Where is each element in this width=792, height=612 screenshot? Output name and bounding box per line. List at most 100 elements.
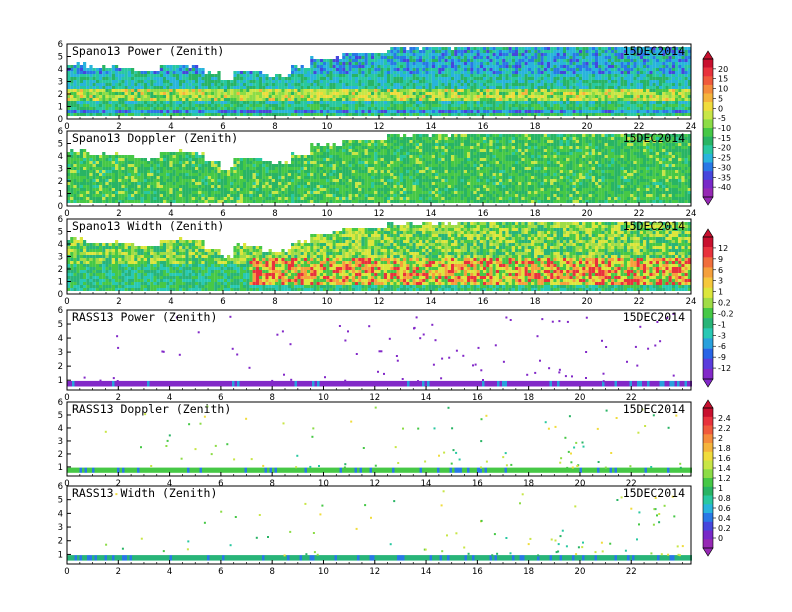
heat-cell xyxy=(214,197,218,200)
heat-cell xyxy=(172,104,176,107)
heat-cell xyxy=(537,59,541,62)
heat-cell xyxy=(572,56,576,59)
heat-cell xyxy=(70,68,74,71)
heat-cell xyxy=(438,50,442,53)
heat-cell xyxy=(115,71,119,74)
heat-cell xyxy=(163,179,167,182)
heat-cell xyxy=(531,80,535,83)
heat-cell xyxy=(67,83,71,86)
heat-cell xyxy=(447,107,451,110)
heat-cell xyxy=(339,92,343,95)
heat-cell xyxy=(611,95,615,98)
heat-cell xyxy=(540,107,544,110)
heat-cell xyxy=(207,185,211,188)
heat-cell xyxy=(595,53,599,56)
heat-cell xyxy=(547,68,551,71)
heat-cell xyxy=(76,68,80,71)
heat-cell xyxy=(399,53,403,56)
heat-cell xyxy=(444,53,448,56)
heat-cell xyxy=(195,107,199,110)
heat-cell xyxy=(121,173,125,176)
heat-cell xyxy=(179,176,183,179)
heat-cell xyxy=(319,89,323,92)
heat-cell xyxy=(227,200,231,203)
heat-cell xyxy=(86,176,90,179)
heat-cell xyxy=(387,53,391,56)
heat-cell xyxy=(201,98,205,101)
heat-cell xyxy=(607,101,611,104)
heat-cell xyxy=(159,95,163,98)
heat-cell xyxy=(150,83,154,86)
heat-cell xyxy=(492,89,496,92)
heat-cell xyxy=(595,62,599,65)
heat-cell xyxy=(179,149,183,152)
heat-cell xyxy=(601,53,605,56)
heat-cell xyxy=(287,107,291,110)
heat-cell xyxy=(467,113,471,116)
heat-cell xyxy=(147,167,151,170)
heat-cell xyxy=(179,197,183,200)
heat-cell xyxy=(505,104,509,107)
heat-cell xyxy=(406,71,410,74)
heat-cell xyxy=(265,164,269,167)
heat-cell xyxy=(441,101,445,104)
x-tick-label: 18 xyxy=(530,122,541,132)
heat-cell xyxy=(633,62,637,65)
heat-cell xyxy=(313,62,317,65)
heat-cell xyxy=(86,80,90,83)
heat-cell xyxy=(483,92,487,95)
heat-cell xyxy=(403,86,407,89)
heat-cell xyxy=(377,74,381,77)
heat-cell xyxy=(486,65,490,68)
heat-cell xyxy=(179,86,183,89)
heat-cell xyxy=(643,95,647,98)
heat-cell xyxy=(108,110,112,113)
heat-cell xyxy=(483,83,487,86)
heat-cell xyxy=(451,113,455,116)
heat-cell xyxy=(76,191,80,194)
heat-cell xyxy=(243,194,247,197)
heat-cell xyxy=(105,200,109,203)
heat-cell xyxy=(595,89,599,92)
heat-cell xyxy=(198,176,202,179)
heat-cell xyxy=(262,89,266,92)
heat-cell xyxy=(223,107,227,110)
heat-cell xyxy=(675,56,679,59)
heat-cell xyxy=(134,182,138,185)
heat-cell xyxy=(489,86,493,89)
heat-cell xyxy=(377,56,381,59)
heat-cell xyxy=(329,59,333,62)
heat-cell xyxy=(476,89,480,92)
heat-cell xyxy=(569,98,573,101)
heat-cell xyxy=(265,101,269,104)
heat-cell xyxy=(236,77,240,80)
heat-cell xyxy=(553,56,557,59)
heat-cell xyxy=(492,95,496,98)
heat-cell xyxy=(390,80,394,83)
heat-cell xyxy=(361,104,365,107)
heat-cell xyxy=(230,185,234,188)
heat-cell xyxy=(166,80,170,83)
heat-cell xyxy=(294,86,298,89)
heat-cell xyxy=(175,170,179,173)
heat-cell xyxy=(518,71,522,74)
heat-cell xyxy=(233,83,237,86)
heat-cell xyxy=(332,71,336,74)
heat-cell xyxy=(614,89,618,92)
heat-cell xyxy=(147,107,151,110)
heat-cell xyxy=(246,179,250,182)
heat-cell xyxy=(220,89,224,92)
heat-cell xyxy=(195,113,199,116)
heat-cell xyxy=(284,173,288,176)
heat-cell xyxy=(284,101,288,104)
heat-cell xyxy=(348,107,352,110)
heat-cell xyxy=(575,74,579,77)
heat-cell xyxy=(547,56,551,59)
heat-cell xyxy=(339,62,343,65)
heat-cell xyxy=(89,110,93,113)
heat-cell xyxy=(294,110,298,113)
heat-cell xyxy=(607,65,611,68)
heat-cell xyxy=(438,47,442,50)
heat-cell xyxy=(319,110,323,113)
heat-cell xyxy=(345,77,349,80)
